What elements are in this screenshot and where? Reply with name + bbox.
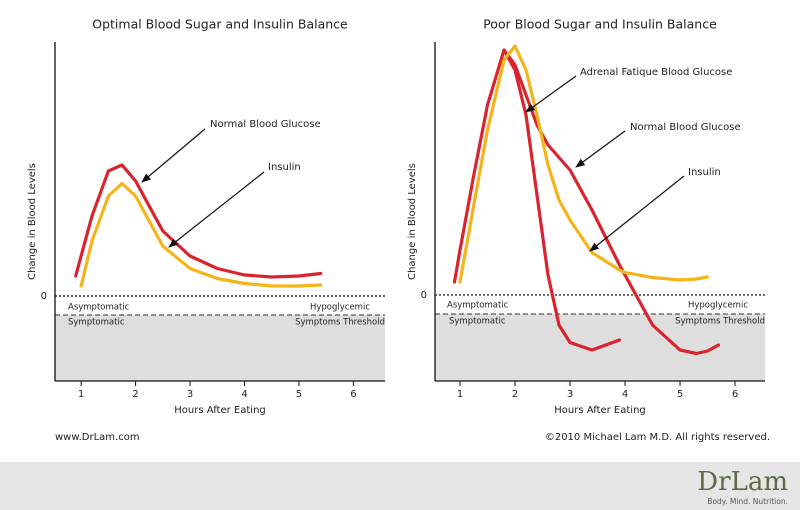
x-tick-label: 6 [350,389,356,400]
y-axis-label: Change in Blood Levels [407,163,418,280]
y-tick-label: 0 [421,290,427,301]
chart-title: Optimal Blood Sugar and Insulin Balance [92,17,348,32]
x-tick-label: 6 [732,389,738,400]
annotation: Insulin [688,167,721,178]
series-line [452,48,721,356]
chart-title: Poor Blood Sugar and Insulin Balance [483,17,717,32]
series-line [458,44,710,284]
x-tick-label: 1 [78,389,84,400]
zone-label: Symptomatic [449,317,506,327]
annotation-arrow [525,75,577,113]
zone-label: Asymptomatic [447,301,509,311]
annotation: Insulin [268,162,301,173]
series-line [502,48,622,352]
zone-label: Hypoglycemic [688,301,748,311]
x-tick-label: 5 [296,389,302,400]
annotation: Normal Blood Glucose [210,119,321,130]
x-axis-label: Hours After Eating [554,405,646,416]
series-line [79,181,323,288]
zone-label: Asymptomatic [68,303,130,313]
logo: DrLam [697,467,788,497]
tagline: Body. Mind. Nutrition. [707,497,788,506]
copyright: ©2010 Michael Lam M.D. All rights reserv… [545,432,770,443]
x-tick-label: 5 [677,389,683,400]
y-axis-label: Change in Blood Levels [27,163,38,280]
footer-band [0,462,800,510]
zone-label: Hypoglycemic [310,303,370,313]
x-tick-label: 3 [567,389,573,400]
zone-label: Symptoms Threshold [295,318,385,328]
zone-label: Symptomatic [68,318,125,328]
annotation-arrow [589,175,685,252]
hypoglycemic-zone [55,315,385,381]
x-tick-label: 2 [512,389,518,400]
x-tick-label: 1 [457,389,463,400]
zone-label: Symptoms Threshold [675,317,765,327]
x-tick-label: 4 [241,389,247,400]
annotation: Normal Blood Glucose [630,122,741,133]
y-tick-label: 0 [41,291,47,302]
annotation-arrow [168,171,265,248]
x-tick-label: 2 [132,389,138,400]
x-tick-label: 4 [622,389,628,400]
series-line [74,163,323,279]
x-axis-label: Hours After Eating [174,405,266,416]
x-tick-label: 3 [187,389,193,400]
annotation-arrow [141,128,206,183]
annotation: Adrenal Fatique Blood Glucose [580,67,732,78]
website: www.DrLam.com [55,432,140,443]
annotation-arrow [575,130,626,168]
